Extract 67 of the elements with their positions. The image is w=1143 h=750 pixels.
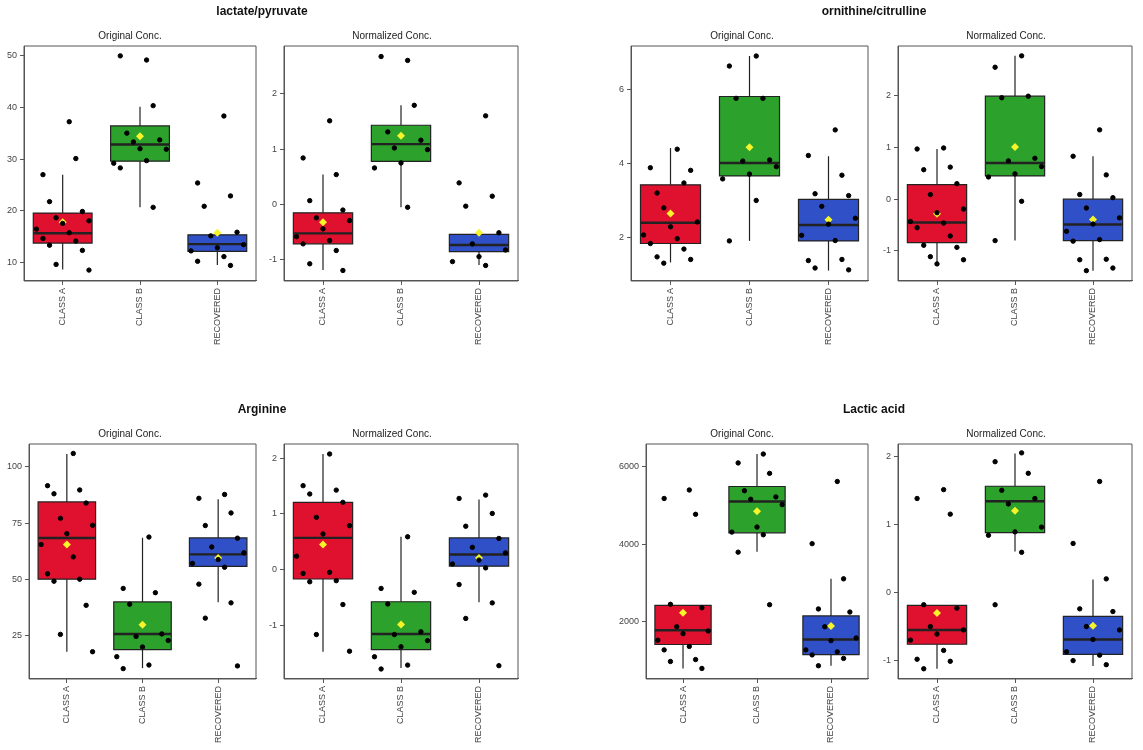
y-tick-label: 10 — [7, 257, 18, 268]
y-tick-label: 2000 — [618, 615, 640, 626]
y-tick-label: 4000 — [618, 538, 640, 549]
y-tick-label: 1 — [885, 518, 891, 529]
chart-subtitle: Original Conc. — [710, 29, 774, 41]
y-tick-label: 25 — [12, 630, 23, 641]
x-tick-label: CLASS A — [931, 685, 942, 724]
y-tick-label: 1 — [885, 141, 891, 152]
y-tick-label: -1 — [882, 655, 891, 666]
x-tick-label: RECOVERED — [1087, 287, 1098, 346]
chart-subtitle: Original Conc. — [710, 427, 774, 439]
x-tick-label: RECOVERED — [822, 287, 833, 346]
x-tick-label: CLASS B — [136, 685, 147, 725]
x-tick-label: CLASS A — [931, 287, 942, 326]
x-tick-label: RECOVERED — [211, 287, 222, 346]
x-tick-label: RECOVERED — [212, 685, 223, 744]
y-tick-label: 20 — [7, 205, 18, 216]
x-tick-label: CLASS A — [57, 287, 68, 326]
x-tick-label: CLASS A — [664, 287, 675, 326]
y-tick-label: 1 — [271, 508, 277, 519]
y-tick-label: 0 — [271, 198, 277, 209]
x-tick-label: CLASS B — [1009, 685, 1020, 725]
y-tick-label: 2 — [271, 452, 277, 463]
y-tick-label: 6 — [618, 83, 625, 94]
y-tick-label: 2 — [271, 88, 277, 99]
chart-subtitle: Original Conc. — [98, 427, 162, 439]
y-tick-label: 50 — [12, 574, 23, 585]
chart-subtitle: Normalized Conc. — [966, 427, 1046, 439]
y-tick-label: -1 — [882, 245, 891, 256]
y-tick-label: 2 — [885, 90, 891, 101]
x-tick-label: CLASS A — [61, 685, 72, 724]
x-tick-label: RECOVERED — [825, 685, 836, 744]
y-tick-label: 6000 — [618, 461, 640, 472]
chart-title: lactate/pyruvate — [215, 4, 309, 18]
y-tick-label: 0 — [271, 564, 277, 575]
chart-title: Arginine — [236, 402, 288, 416]
x-tick-label: RECOVERED — [473, 685, 484, 744]
y-tick-label: 4 — [618, 157, 625, 168]
x-tick-label: CLASS A — [317, 287, 328, 326]
y-tick-label: 0 — [885, 586, 891, 597]
y-tick-label: 1 — [271, 143, 277, 154]
chart-title: Lactic acid — [842, 402, 906, 416]
x-tick-label: CLASS B — [134, 287, 145, 327]
y-tick-label: 100 — [6, 461, 23, 472]
x-tick-label: CLASS B — [395, 685, 406, 725]
x-tick-label: CLASS B — [1009, 287, 1020, 327]
y-tick-label: 40 — [7, 101, 18, 112]
x-tick-label: CLASS B — [743, 287, 754, 327]
x-tick-label: CLASS A — [677, 685, 688, 724]
y-tick-label: 2 — [885, 450, 891, 461]
y-tick-label: -1 — [268, 254, 277, 265]
chart-subtitle: Normalized Conc. — [352, 29, 432, 41]
chart-title: ornithine/citrulline — [820, 4, 928, 18]
y-tick-label: 75 — [12, 517, 23, 528]
chart-subtitle: Normalized Conc. — [352, 427, 432, 439]
y-tick-label: 2 — [618, 232, 625, 243]
y-tick-label: -1 — [268, 619, 277, 630]
x-tick-label: RECOVERED — [473, 287, 484, 346]
y-tick-label: 0 — [885, 193, 891, 204]
x-tick-label: RECOVERED — [1087, 685, 1098, 744]
chart-subtitle: Original Conc. — [98, 29, 162, 41]
x-tick-label: CLASS B — [751, 685, 762, 725]
y-tick-label: 30 — [7, 153, 18, 164]
x-tick-label: CLASS B — [395, 287, 406, 327]
y-tick-label: 50 — [7, 49, 18, 60]
x-tick-label: CLASS A — [317, 685, 328, 724]
chart-subtitle: Normalized Conc. — [966, 29, 1046, 41]
